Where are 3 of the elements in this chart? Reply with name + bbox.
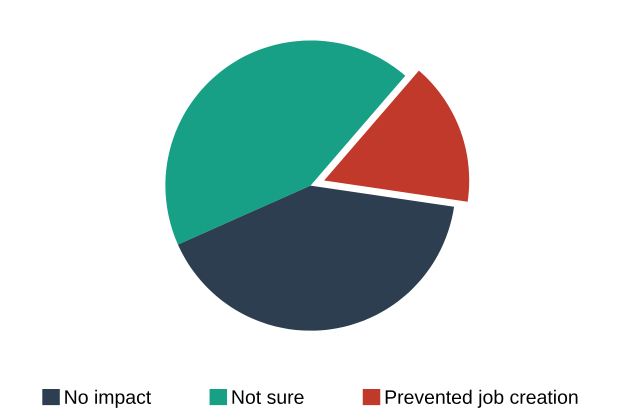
legend-label: Prevented job creation <box>386 390 578 408</box>
legend-label: Not sure <box>232 390 304 404</box>
legend-label: No impact <box>65 390 152 408</box>
